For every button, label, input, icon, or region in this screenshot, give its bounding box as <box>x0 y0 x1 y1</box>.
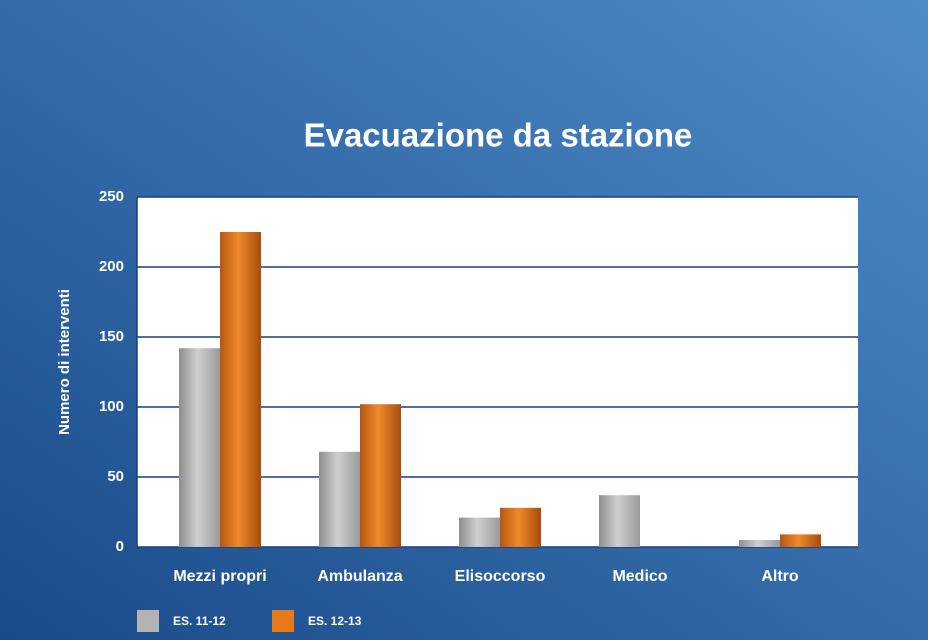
y-tick-label: 50 <box>107 468 124 485</box>
y-tick-label: 0 <box>116 538 124 555</box>
legend-swatch <box>272 610 294 632</box>
bar <box>319 451 360 547</box>
x-tick-label: Altro <box>761 568 799 585</box>
bar <box>500 507 541 547</box>
x-tick-label: Mezzi propri <box>173 568 266 585</box>
legend-swatch <box>137 610 159 632</box>
chart-title: Evacuazione da stazione <box>304 117 693 154</box>
y-tick-label: 200 <box>99 258 124 275</box>
legend-label: ES. 12-13 <box>308 614 362 628</box>
bar <box>360 404 401 547</box>
bar <box>599 495 640 547</box>
bar <box>220 232 261 547</box>
x-tick-label: Ambulanza <box>317 568 402 585</box>
x-tick-label: Medico <box>612 568 667 585</box>
y-tick-label: 150 <box>99 328 124 345</box>
bar <box>459 517 500 547</box>
bar <box>739 540 780 547</box>
bar <box>780 534 821 547</box>
y-tick-label: 100 <box>99 398 124 415</box>
y-tick-label: 250 <box>99 188 124 205</box>
legend-label: ES. 11-12 <box>173 614 226 628</box>
x-tick-label: Elisoccorso <box>455 568 546 585</box>
bar <box>179 348 220 547</box>
y-axis-label: Numero di interventi <box>56 289 73 435</box>
